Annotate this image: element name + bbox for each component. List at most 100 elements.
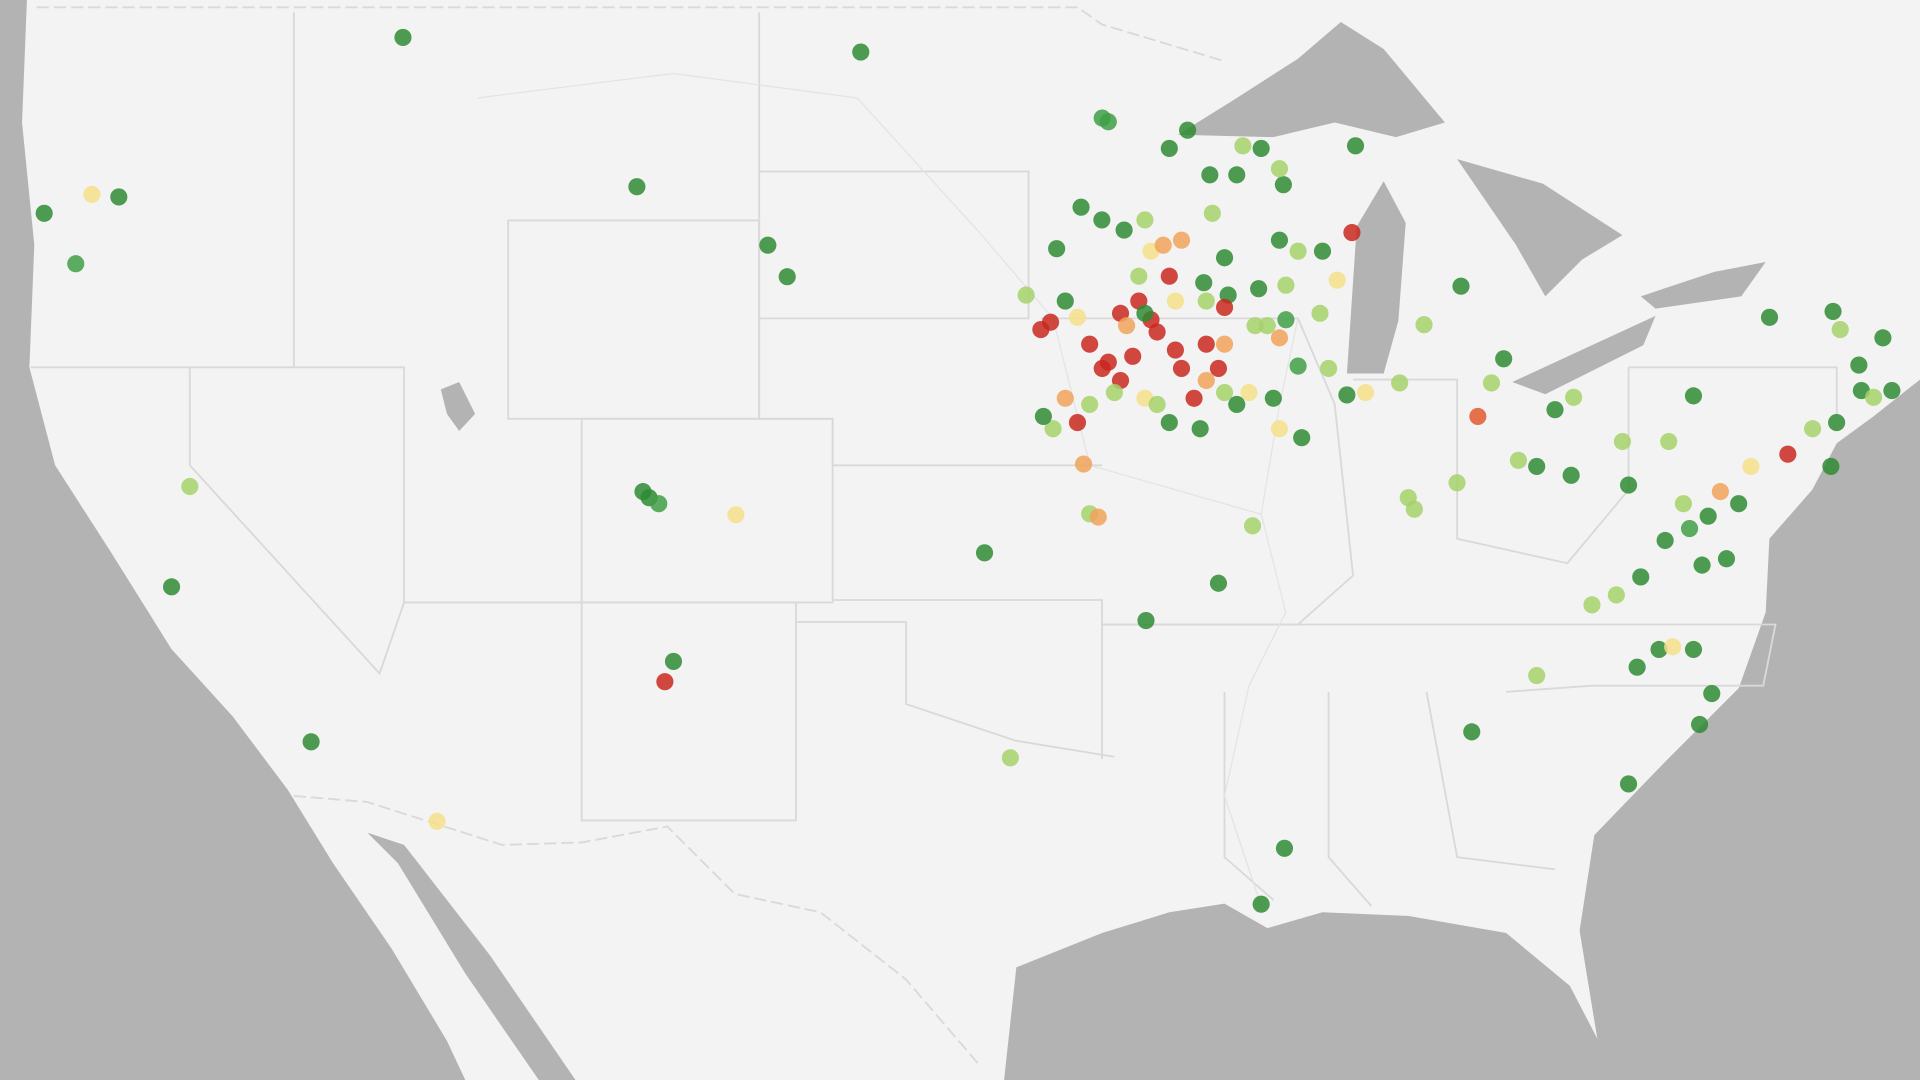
site-point [1274,176,1292,194]
site-point [1068,308,1087,326]
site-point [634,483,652,501]
state-line [1425,691,1556,871]
site-point [1883,382,1901,400]
site-point [1275,839,1294,857]
site-point [1081,395,1099,414]
site-point [1160,267,1178,285]
state-line [1102,623,1777,693]
site-point [1328,271,1346,289]
site-point [428,812,446,830]
site-point [1289,357,1307,375]
site-point [1191,420,1209,438]
site-point [1056,292,1074,310]
site-point [1234,137,1252,155]
site-point [1320,359,1338,378]
site-point [1172,231,1191,249]
site-point [1001,749,1019,767]
site-point [1313,242,1332,260]
site-point [1452,277,1470,295]
site-point [1277,276,1295,294]
site-point [727,506,745,524]
site-point [1209,574,1228,592]
site-point [1828,414,1846,432]
site-point [1068,414,1087,432]
site-point [1130,267,1148,285]
site-point [1607,586,1625,604]
site-point [1074,455,1093,473]
site-point [1546,401,1564,419]
site-point [1148,395,1166,414]
site-point [1293,429,1311,447]
site-point [1215,249,1234,267]
site-point [1343,223,1361,242]
site-point [1469,407,1487,425]
site-point [852,43,870,61]
site-point [1209,359,1228,378]
site-point [1664,638,1682,656]
site-point [1215,298,1234,317]
site-point [1160,139,1178,158]
site-point [1730,495,1748,513]
site-point [67,255,85,273]
site-point [1660,432,1678,451]
site-point [110,188,128,206]
site-point [1463,723,1481,741]
site-point [1166,341,1184,359]
site-point [1448,474,1466,492]
lake-huron [1457,159,1623,297]
site-point [1195,274,1213,292]
site-point [1017,286,1035,304]
state-line [188,367,405,676]
state-line [759,170,1030,320]
site-point [1674,495,1693,513]
site-point [1228,395,1246,414]
site-point [1824,302,1842,320]
site-point [1804,420,1822,438]
atlantic-ocean [1579,379,1920,1080]
site-point [1215,383,1234,402]
site-point [35,204,53,222]
site-point [1632,568,1650,586]
site-point [1270,231,1289,249]
site-point [1650,640,1668,659]
site-point [1246,317,1264,335]
site-point [1415,316,1433,334]
site-point [1044,420,1062,438]
site-point [1289,242,1307,260]
site-point [1565,388,1583,406]
state-line [758,12,1103,467]
site-point [1509,451,1527,469]
lake-superior [1177,22,1445,138]
site-point [1240,383,1258,402]
state-line [1628,366,1838,417]
site-point [1831,320,1849,339]
site-point [1252,895,1270,913]
site-point [1405,500,1423,518]
site-point [1495,350,1513,368]
site-point [1124,347,1142,365]
state-line [30,366,582,604]
site-point [1656,531,1674,550]
site-point [1041,313,1060,331]
site-point [1172,359,1191,378]
site-point [1356,383,1375,402]
site-point [1277,311,1295,329]
site-point [1099,113,1117,131]
site-point [1136,304,1154,322]
site-point [1243,517,1262,535]
site-point [1619,775,1638,793]
site-point [1201,166,1219,184]
site-point [778,268,796,286]
site-point [1742,457,1760,475]
great-salt-lake [440,382,476,432]
site-point [1115,221,1133,239]
site-point [1693,556,1711,574]
site-point [1865,388,1883,406]
state-line [1327,691,1373,907]
site-point [1137,611,1155,630]
site-point [1093,359,1111,378]
lake-michigan [1346,181,1406,374]
site-point [1528,457,1546,475]
site-point [1093,211,1111,229]
